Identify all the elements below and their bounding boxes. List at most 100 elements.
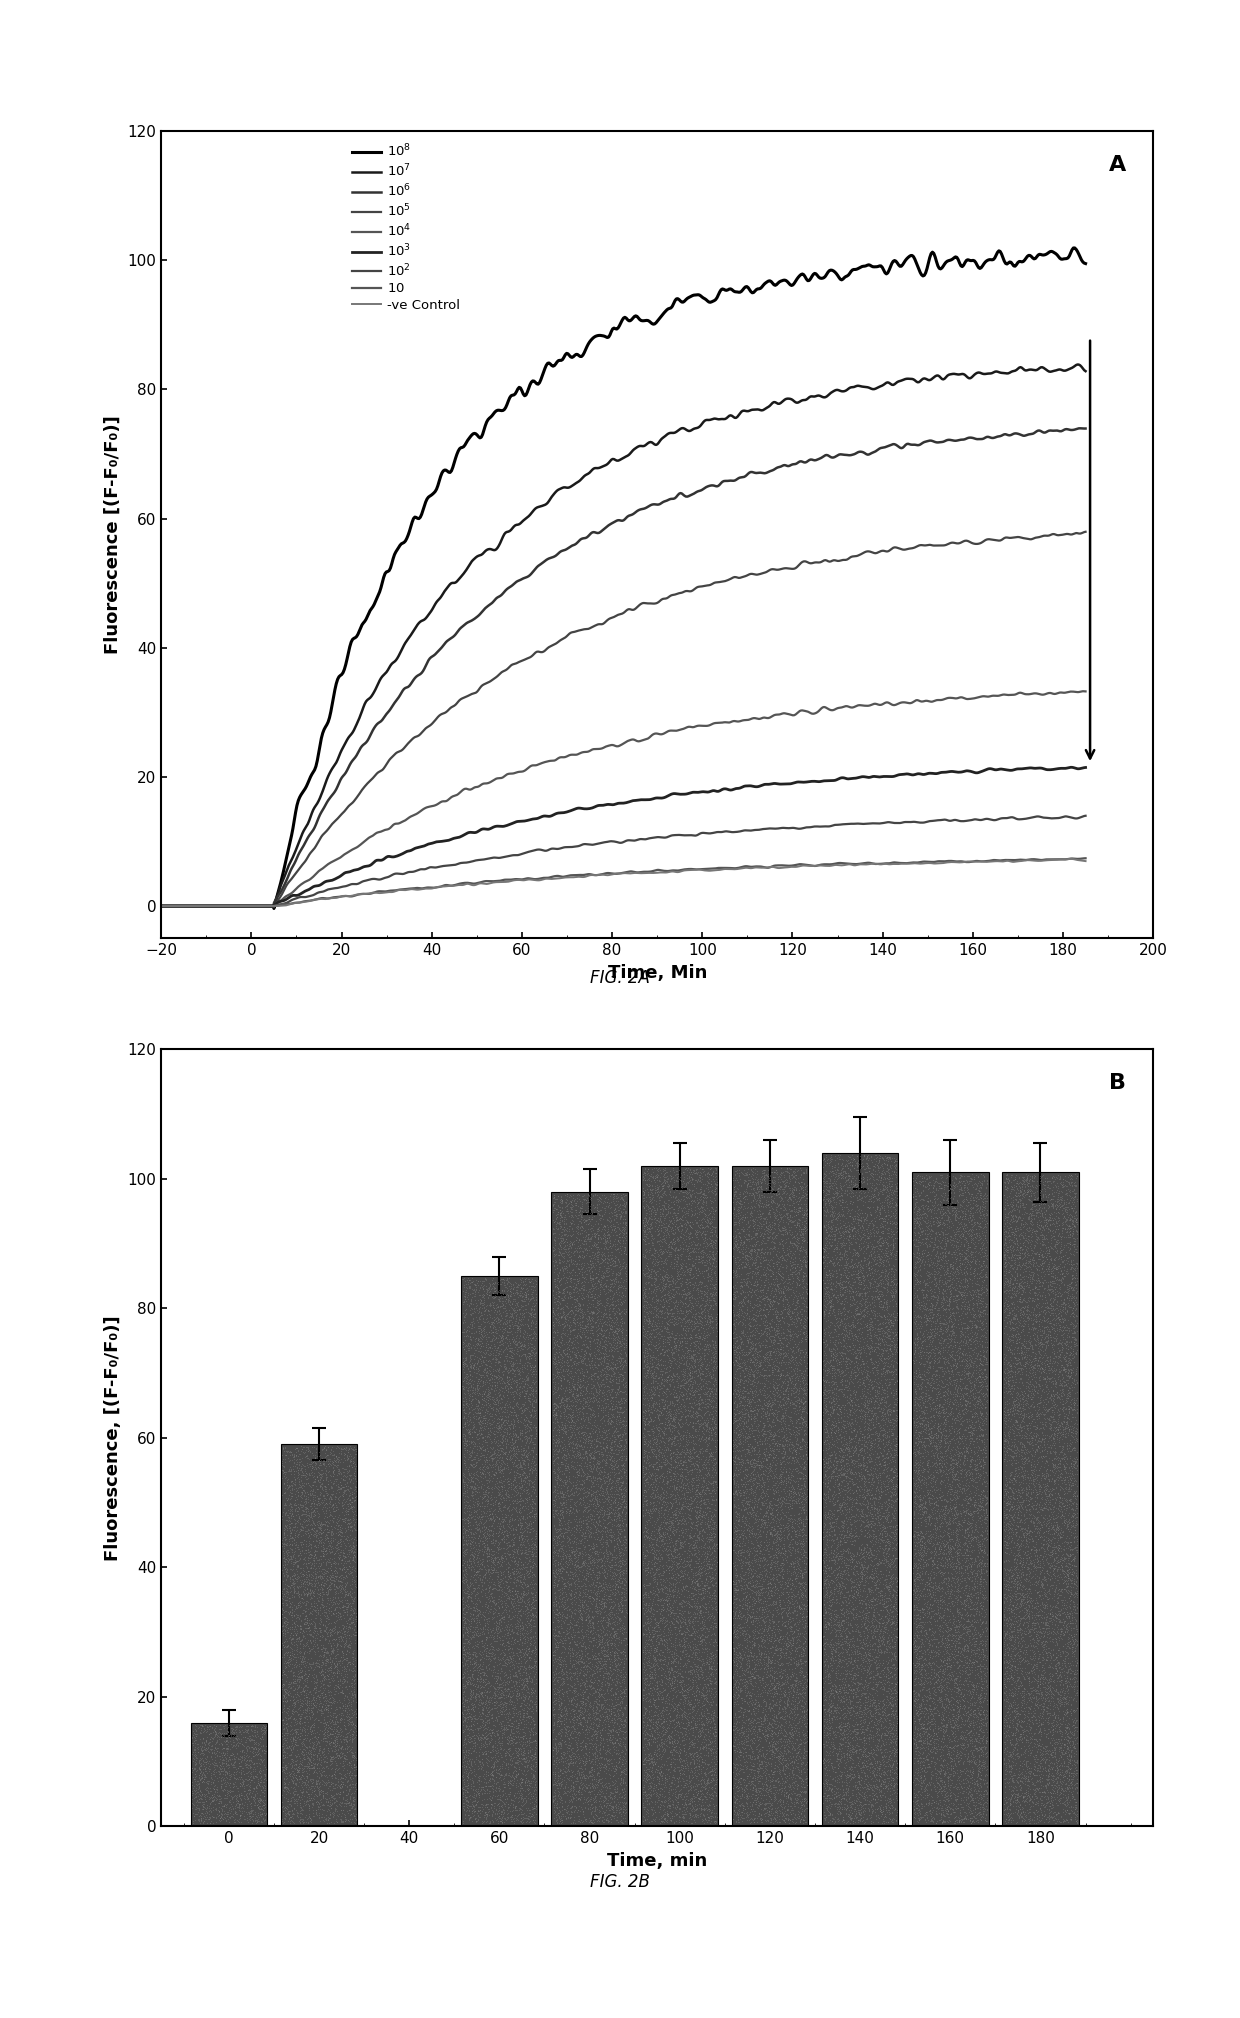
Point bbox=[309, 1612, 329, 1645]
Point bbox=[744, 1403, 764, 1435]
Point bbox=[482, 1578, 502, 1610]
Point bbox=[1023, 1463, 1043, 1495]
Point bbox=[591, 1443, 611, 1475]
Point bbox=[833, 1782, 853, 1814]
Point bbox=[1043, 1522, 1063, 1554]
Point bbox=[744, 1558, 764, 1590]
Point bbox=[820, 1592, 839, 1624]
Point bbox=[823, 1259, 843, 1292]
Point bbox=[511, 1449, 531, 1481]
Point bbox=[197, 1766, 217, 1798]
Point bbox=[458, 1578, 477, 1610]
Point bbox=[517, 1592, 537, 1624]
Point bbox=[1028, 1441, 1048, 1473]
Point bbox=[1047, 1725, 1066, 1758]
Point bbox=[606, 1620, 626, 1653]
Point bbox=[949, 1368, 968, 1400]
Point bbox=[317, 1659, 337, 1691]
Point bbox=[635, 1332, 655, 1364]
Point bbox=[856, 1296, 875, 1328]
Point bbox=[952, 1727, 972, 1760]
Point bbox=[1001, 1219, 1021, 1251]
Point bbox=[453, 1661, 472, 1693]
Point bbox=[500, 1431, 520, 1463]
Point bbox=[682, 1582, 702, 1614]
Point bbox=[521, 1281, 541, 1314]
Point bbox=[925, 1185, 945, 1217]
Point bbox=[1049, 1354, 1069, 1386]
Point bbox=[1008, 1663, 1028, 1695]
Point bbox=[1028, 1806, 1048, 1838]
Point bbox=[1013, 1744, 1033, 1776]
Point bbox=[649, 1750, 668, 1782]
Point bbox=[1058, 1170, 1078, 1203]
Point bbox=[671, 1804, 691, 1836]
Point bbox=[582, 1727, 601, 1760]
Point bbox=[290, 1742, 310, 1774]
Point bbox=[557, 1409, 577, 1441]
Point bbox=[663, 1279, 683, 1312]
Point bbox=[294, 1548, 314, 1580]
Point bbox=[489, 1439, 508, 1471]
Point bbox=[334, 1471, 353, 1503]
Point bbox=[469, 1423, 489, 1455]
Point bbox=[681, 1756, 701, 1788]
Point bbox=[678, 1227, 698, 1259]
Point bbox=[727, 1566, 746, 1598]
Point bbox=[329, 1542, 348, 1574]
Point bbox=[598, 1602, 618, 1635]
Point bbox=[598, 1673, 618, 1705]
Point bbox=[832, 1629, 852, 1661]
Point bbox=[573, 1568, 593, 1600]
Point bbox=[516, 1802, 536, 1834]
Point bbox=[920, 1596, 940, 1629]
Point bbox=[310, 1729, 330, 1762]
Point bbox=[698, 1467, 718, 1499]
Point bbox=[1055, 1774, 1075, 1806]
Point bbox=[651, 1459, 671, 1491]
Point bbox=[482, 1392, 502, 1425]
Point bbox=[764, 1546, 784, 1578]
Point bbox=[859, 1534, 879, 1566]
Point bbox=[303, 1796, 322, 1828]
Point bbox=[817, 1219, 837, 1251]
Point bbox=[312, 1780, 332, 1812]
Point bbox=[324, 1685, 343, 1717]
Point bbox=[748, 1509, 768, 1542]
Point bbox=[286, 1608, 306, 1641]
Point bbox=[610, 1233, 630, 1265]
Point bbox=[740, 1574, 760, 1606]
Point bbox=[552, 1253, 572, 1285]
Point bbox=[573, 1455, 593, 1487]
Point bbox=[335, 1459, 355, 1491]
Point bbox=[846, 1271, 866, 1304]
Point bbox=[1047, 1681, 1066, 1713]
Point bbox=[691, 1578, 711, 1610]
Point bbox=[1013, 1328, 1033, 1360]
Point bbox=[745, 1277, 765, 1310]
Point bbox=[765, 1620, 785, 1653]
Point bbox=[642, 1661, 662, 1693]
Point bbox=[925, 1568, 945, 1600]
Point bbox=[737, 1622, 756, 1655]
Point bbox=[1011, 1187, 1030, 1219]
Point bbox=[739, 1550, 759, 1582]
Point bbox=[298, 1542, 317, 1574]
Point bbox=[796, 1378, 816, 1411]
Point bbox=[459, 1544, 479, 1576]
Point bbox=[944, 1388, 963, 1421]
Point bbox=[336, 1639, 356, 1671]
Point bbox=[939, 1388, 959, 1421]
Point bbox=[951, 1407, 971, 1439]
Point bbox=[549, 1657, 569, 1689]
Point bbox=[936, 1364, 956, 1396]
Point bbox=[575, 1348, 595, 1380]
Point bbox=[914, 1453, 934, 1485]
Point bbox=[971, 1181, 991, 1213]
Point bbox=[929, 1798, 949, 1830]
Point bbox=[543, 1374, 563, 1407]
Point bbox=[634, 1376, 653, 1409]
Point bbox=[668, 1342, 688, 1374]
Point bbox=[572, 1283, 591, 1316]
Point bbox=[950, 1219, 970, 1251]
